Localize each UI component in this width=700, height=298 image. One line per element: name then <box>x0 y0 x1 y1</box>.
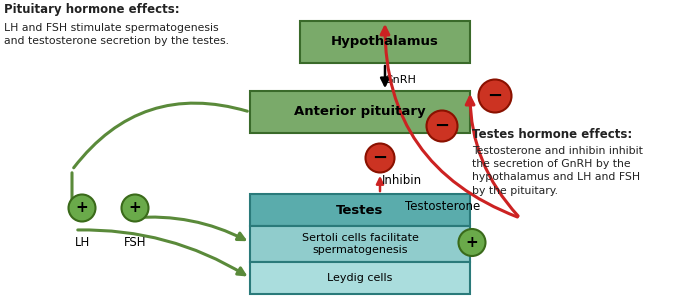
Text: LH: LH <box>74 237 90 249</box>
Text: −: − <box>372 149 388 167</box>
Text: −: − <box>487 87 503 105</box>
Text: Inhibin: Inhibin <box>382 173 422 187</box>
FancyBboxPatch shape <box>250 194 470 226</box>
Text: Testosterone and inhibin inhibit
the secretion of GnRH by the
hypothalamus and L: Testosterone and inhibin inhibit the sec… <box>472 146 643 195</box>
Circle shape <box>479 80 512 113</box>
Circle shape <box>458 229 486 256</box>
Text: +: + <box>76 201 88 215</box>
Text: Testes: Testes <box>336 204 384 217</box>
Text: Leydig cells: Leydig cells <box>328 273 393 283</box>
FancyBboxPatch shape <box>300 21 470 63</box>
Text: Sertoli cells facilitate
spermatogenesis: Sertoli cells facilitate spermatogenesis <box>302 233 419 255</box>
Text: Testosterone: Testosterone <box>405 199 480 212</box>
Circle shape <box>122 195 148 221</box>
Circle shape <box>365 144 395 173</box>
Circle shape <box>69 195 95 221</box>
FancyBboxPatch shape <box>250 262 470 294</box>
FancyBboxPatch shape <box>250 226 470 262</box>
Text: Testes hormone effects:: Testes hormone effects: <box>472 128 632 141</box>
Text: GnRH: GnRH <box>384 75 416 85</box>
Text: Hypothalamus: Hypothalamus <box>331 35 439 49</box>
Text: +: + <box>466 235 478 250</box>
FancyBboxPatch shape <box>250 91 470 133</box>
Text: +: + <box>129 201 141 215</box>
Text: −: − <box>435 117 449 135</box>
Circle shape <box>426 111 458 142</box>
Text: Anterior pituitary: Anterior pituitary <box>294 105 426 119</box>
Text: FSH: FSH <box>124 237 146 249</box>
Text: LH and FSH stimulate spermatogenesis
and testosterone secretion by the testes.: LH and FSH stimulate spermatogenesis and… <box>4 23 229 46</box>
Text: Pituitary hormone effects:: Pituitary hormone effects: <box>4 3 180 16</box>
